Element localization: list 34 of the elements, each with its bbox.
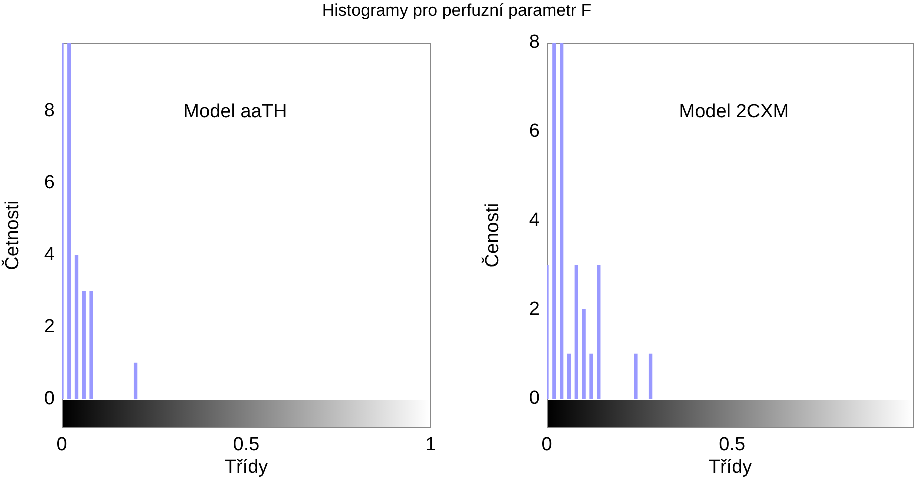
bar (590, 354, 594, 399)
y-tick-label: 8 (44, 100, 55, 122)
bar (648, 354, 653, 399)
y-axis-title: Čenosti (482, 203, 504, 268)
bar (552, 43, 556, 399)
bar (74, 254, 79, 400)
y-tick-label: 6 (44, 172, 55, 194)
bar (634, 354, 638, 399)
bar (567, 354, 572, 399)
x-axis-title: Třídy (224, 456, 269, 478)
y-tick-label: 4 (529, 210, 540, 232)
x-tick-label: 0.5 (233, 434, 260, 456)
y-tick-label: 0 (529, 388, 540, 409)
bar (82, 290, 86, 400)
bar (597, 264, 601, 399)
bar (574, 264, 578, 399)
bar (68, 43, 72, 400)
bar (582, 309, 586, 399)
x-tick-label: 0.5 (719, 434, 746, 456)
y-tick-label: 8 (529, 32, 540, 54)
y-axis-title: Četnosti (2, 200, 24, 270)
annotation: Model 2CXM (679, 102, 790, 123)
bar (560, 43, 564, 399)
y-tick-label: 2 (529, 298, 540, 320)
x-tick-label: 1 (426, 434, 436, 456)
annotation: Model aaTH (184, 102, 288, 123)
chart-title: Histogramy pro perfuzní parametr F (321, 0, 593, 22)
y-tick-label: 6 (529, 121, 540, 142)
bar (134, 362, 138, 400)
y-tick-label: 2 (44, 316, 55, 338)
x-axis-title: Třídy (708, 456, 753, 478)
y-tick-label: 4 (44, 244, 56, 266)
bar (90, 290, 94, 400)
y-tick-label: 0 (44, 388, 55, 410)
